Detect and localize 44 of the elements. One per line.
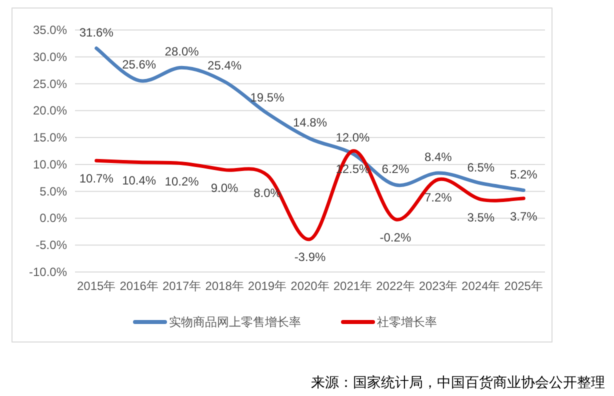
x-tick-label: 2020年 (290, 279, 330, 293)
source: 来源：国家统计局，中国百货商业协会公开整理 (311, 374, 605, 390)
data-label: 10.7% (79, 172, 114, 186)
x-tick-label: 2023年 (418, 279, 458, 293)
data-label: 25.4% (208, 58, 242, 73)
data-label: 28.0% (164, 44, 200, 59)
x-tick-label: 2022年 (376, 279, 415, 293)
y-tick-label: 25.0% (32, 76, 68, 91)
y-tick-label: 0.0% (40, 211, 68, 226)
y-tick-label: -10.0% (28, 265, 68, 279)
data-label: -3.9% (294, 250, 326, 264)
legend-label: 实物商品网上零售增长率 (169, 315, 301, 329)
data-label: 10.2% (164, 174, 200, 188)
data-label: 19.5% (250, 90, 285, 104)
x-tick-label: 2015年 (77, 279, 116, 293)
x-tick-label: 2019年 (248, 279, 287, 293)
y-tick-label: 15.0% (32, 130, 68, 145)
data-label: 5.2% (510, 167, 538, 182)
y-tick-label: 30.0% (32, 50, 68, 64)
data-label: 3.7% (510, 209, 538, 224)
data-label: 14.8% (292, 116, 328, 130)
y-tick-label: -5.0% (36, 238, 68, 252)
data-label: 9.0% (210, 180, 239, 195)
data-label: 12.0% (336, 130, 370, 145)
data-label: 3.5% (467, 210, 495, 224)
y-tick-label: 20.0% (32, 104, 68, 118)
data-label: 31.6% (79, 25, 114, 40)
data-label: 6.2% (382, 162, 410, 176)
x-tick-label: 2024年 (462, 279, 500, 293)
data-label: -0.2% (380, 230, 412, 244)
x-tick-label: 2017年 (162, 279, 202, 293)
y-tick-label: 5.0% (40, 184, 68, 198)
data-label: 6.5% (467, 160, 495, 174)
x-tick-label: 2016年 (120, 279, 158, 293)
x-tick-label: 2025年 (504, 279, 543, 293)
legend-label: 社零增长率 (377, 315, 437, 329)
x-tick-label: 2021年 (333, 279, 372, 293)
data-label: 10.4% (122, 173, 156, 188)
y-tick-label: 35.0% (32, 23, 68, 37)
x-tick-label: 2018年 (205, 279, 244, 293)
data-label: 8.4% (424, 150, 452, 164)
data-label: 7.2% (424, 190, 452, 204)
y-tick-label: 10.0% (32, 157, 68, 172)
data-label: 25.6% (122, 58, 156, 72)
